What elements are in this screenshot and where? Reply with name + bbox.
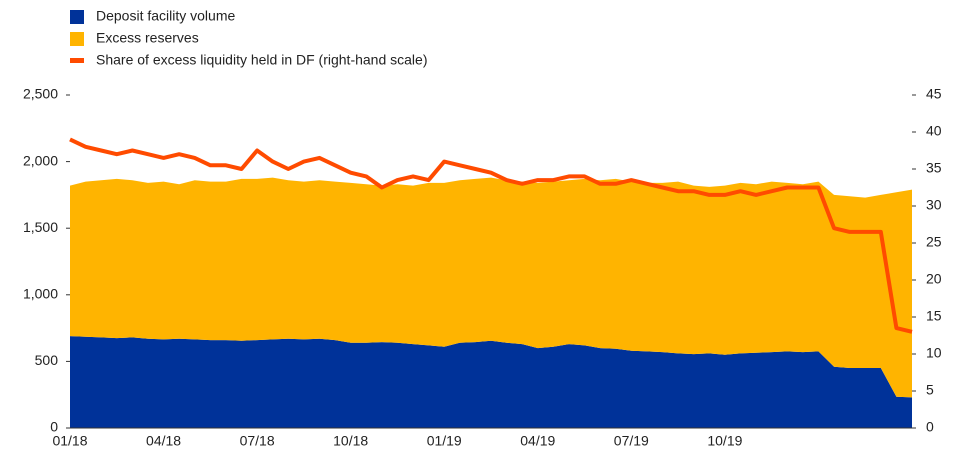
y2-tick-label: 45 bbox=[926, 86, 942, 102]
x-tick-label: 10/19 bbox=[707, 433, 742, 449]
y-tick-label: 1,500 bbox=[23, 219, 58, 235]
y-tick-label: 1,000 bbox=[23, 286, 58, 302]
x-tick-label: 07/19 bbox=[614, 433, 649, 449]
y2-tick-label: 10 bbox=[926, 345, 942, 361]
x-tick-label: 01/19 bbox=[427, 433, 462, 449]
y2-tick-label: 15 bbox=[926, 308, 942, 324]
area bbox=[70, 177, 912, 398]
legend-label: Excess reserves bbox=[96, 30, 199, 46]
y2-tick-label: 5 bbox=[926, 382, 934, 398]
y2-tick-label: 40 bbox=[926, 123, 942, 139]
legend-label: Deposit facility volume bbox=[96, 8, 235, 24]
y2-tick-label: 0 bbox=[926, 419, 934, 435]
line bbox=[69, 137, 913, 334]
y2-tick-label: 35 bbox=[926, 160, 942, 176]
legend-swatch bbox=[70, 10, 84, 24]
area bbox=[70, 336, 912, 428]
x-tick-label: 07/18 bbox=[240, 433, 275, 449]
x-tick-label: 04/19 bbox=[520, 433, 555, 449]
legend-swatch bbox=[70, 58, 84, 63]
y-tick-label: 500 bbox=[35, 352, 59, 368]
y2-tick-label: 20 bbox=[926, 271, 942, 287]
x-tick-label: 10/18 bbox=[333, 433, 368, 449]
y-tick-label: 2,500 bbox=[23, 86, 58, 102]
legend-label: Share of excess liquidity held in DF (ri… bbox=[96, 52, 428, 68]
y2-tick-label: 30 bbox=[926, 197, 942, 213]
y2-tick-label: 25 bbox=[926, 234, 942, 250]
x-tick-label: 04/18 bbox=[146, 433, 181, 449]
y-tick-label: 0 bbox=[50, 419, 58, 435]
y-tick-label: 2,000 bbox=[23, 152, 58, 168]
x-tick-label: 01/18 bbox=[52, 433, 87, 449]
legend-swatch bbox=[70, 32, 84, 46]
